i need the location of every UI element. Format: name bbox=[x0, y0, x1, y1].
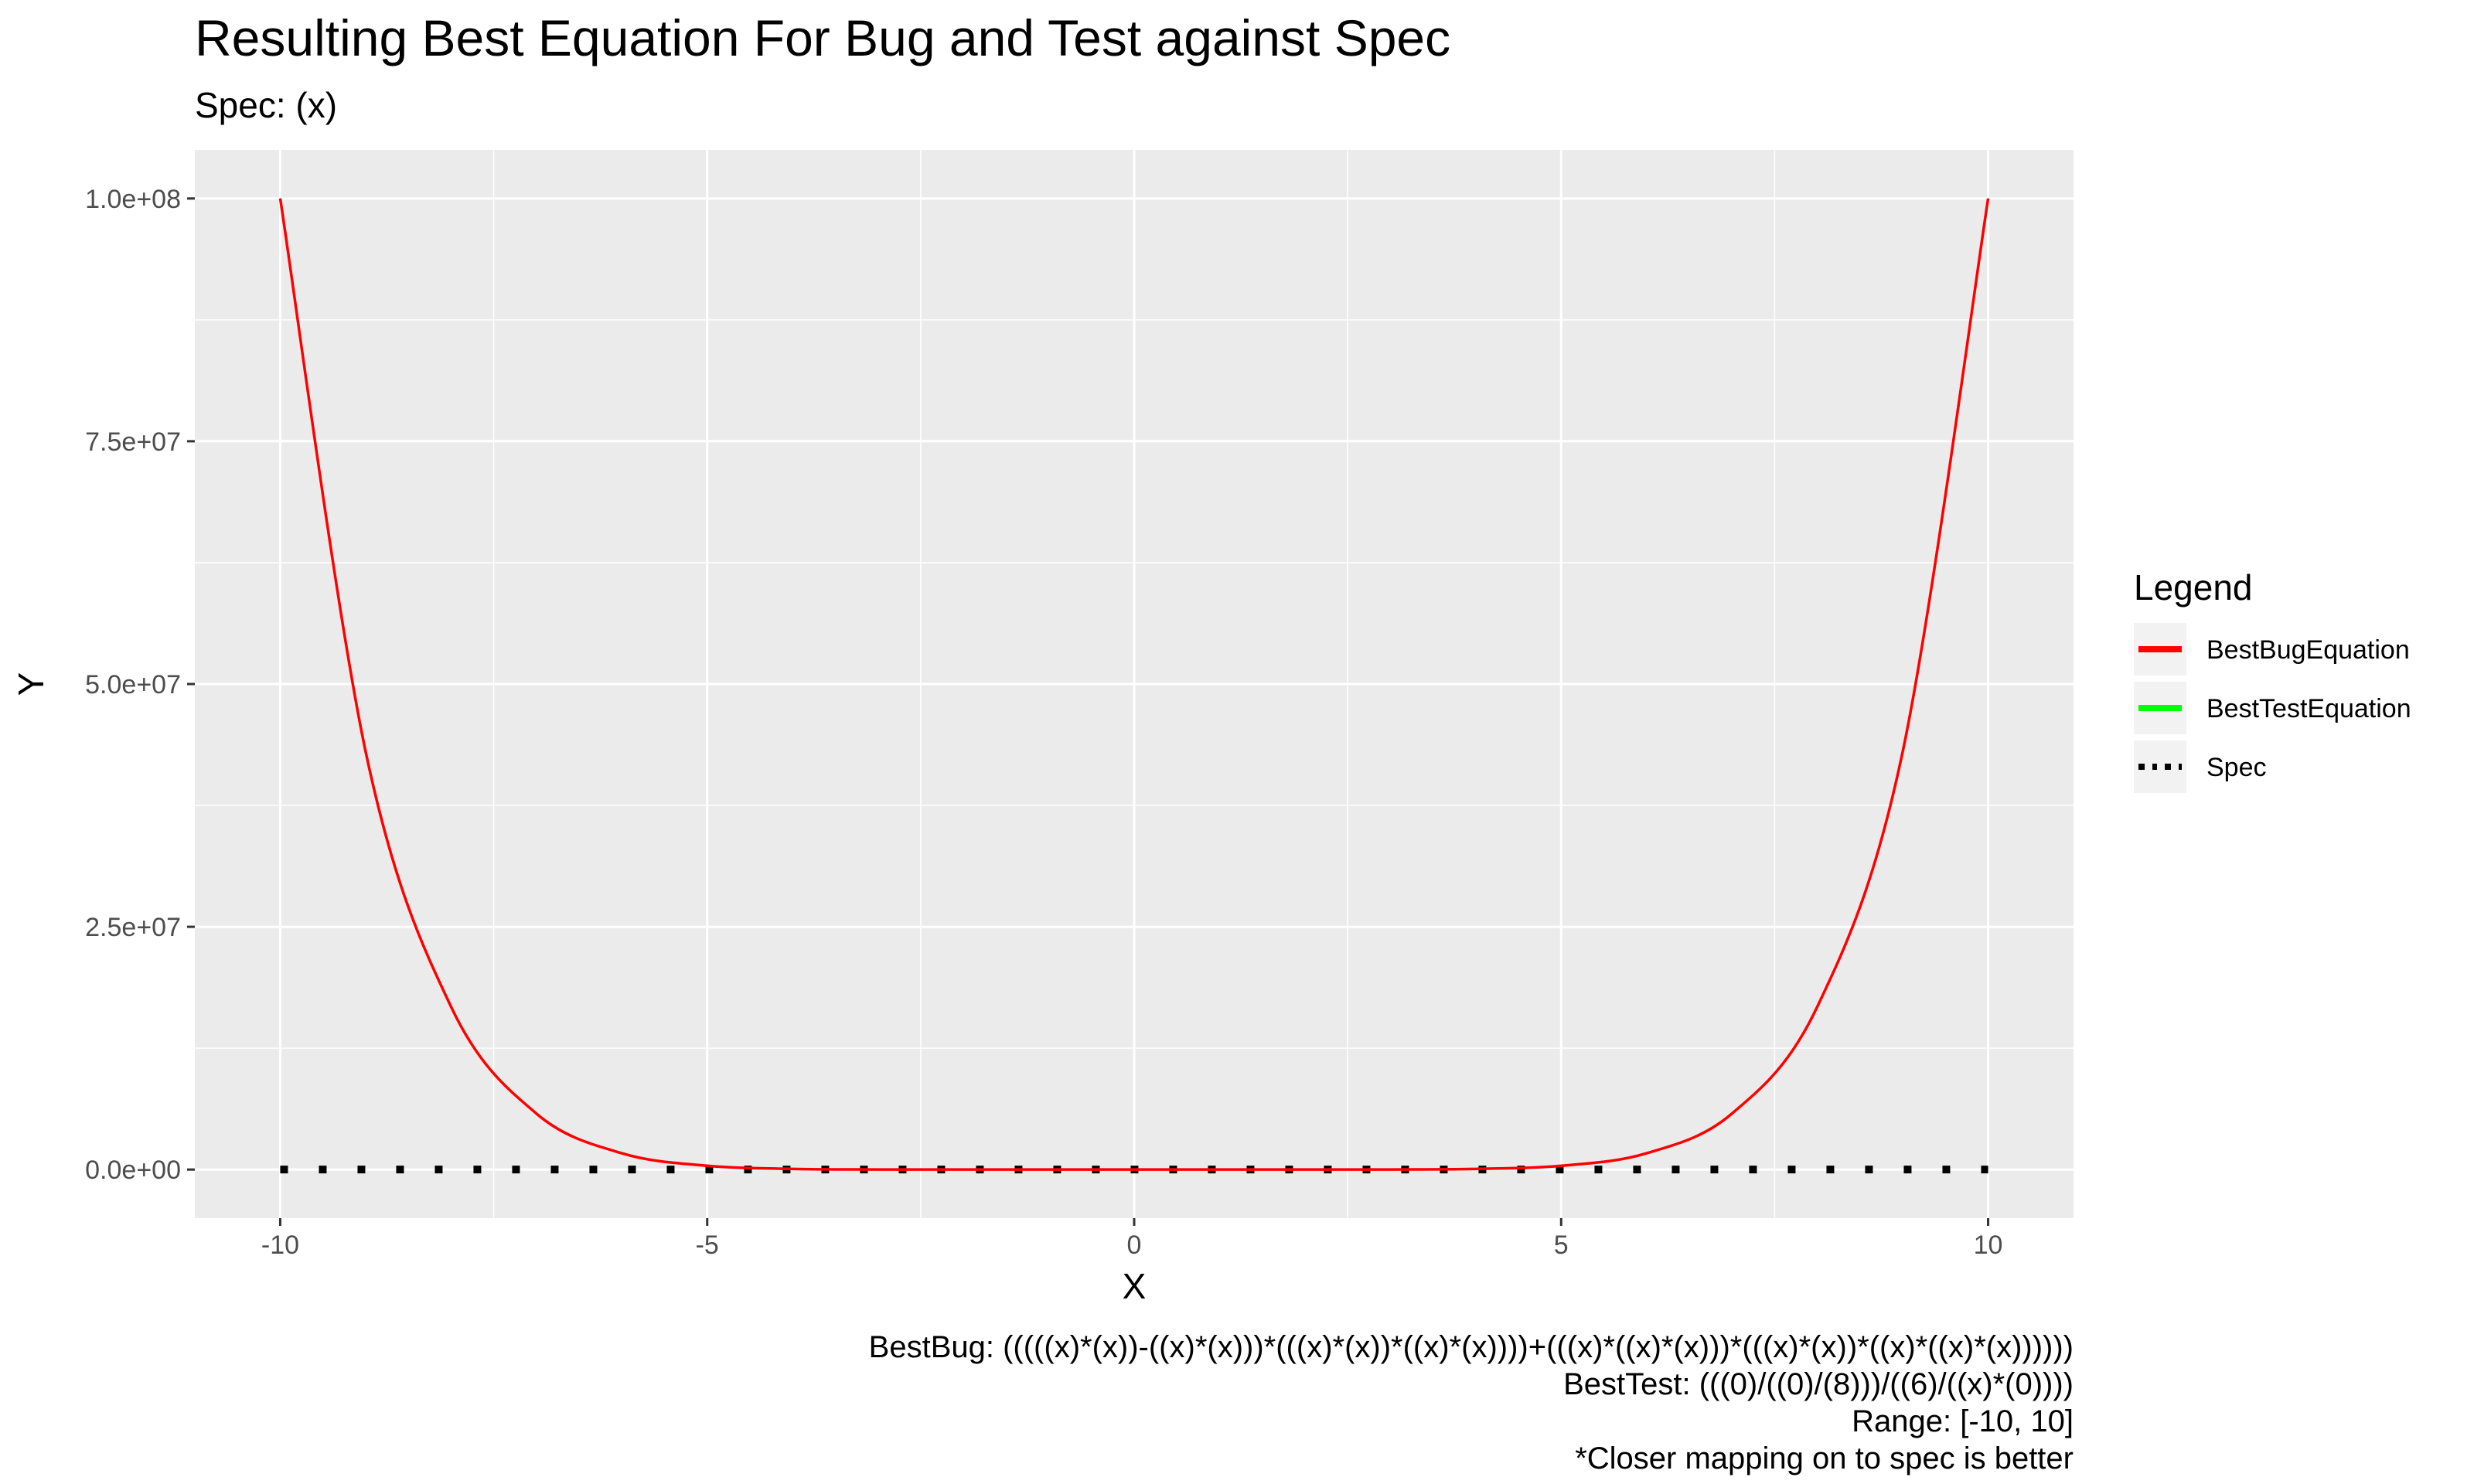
x-tick-label: -10 bbox=[261, 1230, 299, 1260]
bestbugequation-point bbox=[1304, 1169, 1306, 1170]
legend-entries: BestBugEquation BestTestEquation Spec bbox=[2134, 623, 2411, 793]
x-tick-label: 0 bbox=[1127, 1230, 1142, 1260]
legend-label: BestTestEquation bbox=[2206, 694, 2411, 723]
x-axis: -10 -5 0 5 10 bbox=[261, 1218, 2003, 1260]
x-tick-label: -5 bbox=[696, 1230, 719, 1260]
legend-title: Legend bbox=[2134, 567, 2253, 608]
captions: BestBug: (((((x)*(x))-((x)*(x)))*(((x)*(… bbox=[869, 1330, 2074, 1475]
bestbugequation-point bbox=[279, 198, 281, 199]
series-layer bbox=[278, 198, 1990, 1174]
bestbugequation-point bbox=[877, 1169, 879, 1170]
x-tick-label: 5 bbox=[1554, 1230, 1569, 1260]
bestbugequation-point bbox=[963, 1169, 964, 1170]
grid-major bbox=[195, 150, 2074, 1218]
bestbugequation-point bbox=[1218, 1169, 1220, 1170]
y-axis: 0.0e+00 2.5e+07 5.0e+07 7.5e+07 1.0e+08 bbox=[85, 185, 195, 1185]
x-tick-label: 10 bbox=[1974, 1230, 2003, 1260]
caption-note: *Closer mapping on to spec is better bbox=[1575, 1441, 2074, 1475]
y-tick-label: 1.0e+08 bbox=[85, 185, 181, 214]
bestbugequation-point bbox=[1133, 1169, 1135, 1170]
bestbugequation-point bbox=[1646, 1152, 1648, 1154]
chart-subtitle: Spec: (x) bbox=[195, 85, 337, 125]
bestbugequation-point bbox=[1817, 1006, 1818, 1007]
bestbugequation-point bbox=[365, 751, 366, 752]
y-axis-title: Y bbox=[11, 672, 51, 696]
caption-range: Range: [-10, 10] bbox=[1852, 1404, 2074, 1438]
y-tick-label: 7.5e+07 bbox=[85, 427, 181, 457]
y-tick-label: 0.0e+00 bbox=[85, 1156, 181, 1185]
y-tick-label: 5.0e+07 bbox=[85, 670, 181, 699]
bestbugequation-point bbox=[536, 1113, 537, 1115]
chart-title: Resulting Best Equation For Bug and Test… bbox=[195, 9, 1450, 66]
legend-label: BestBugEquation bbox=[2206, 635, 2410, 665]
bestbugequation-point bbox=[1048, 1169, 1050, 1170]
x-axis-title: X bbox=[1123, 1266, 1147, 1306]
y-tick-label: 2.5e+07 bbox=[85, 913, 181, 942]
caption-best-bug: BestBug: (((((x)*(x))-((x)*(x)))*(((x)*(… bbox=[869, 1330, 2074, 1364]
bestbugequation-point bbox=[1389, 1169, 1391, 1170]
caption-best-test: BestTest: (((0)/((0)/(8)))/((6)/((x)*(0)… bbox=[1563, 1367, 2074, 1401]
legend: Legend BestBugEquation BestTestEquation Sp… bbox=[2134, 567, 2411, 793]
bestbugequation-point bbox=[450, 1006, 452, 1007]
bestbugequation-point bbox=[1731, 1113, 1733, 1115]
legend-label: Spec bbox=[2206, 753, 2267, 782]
